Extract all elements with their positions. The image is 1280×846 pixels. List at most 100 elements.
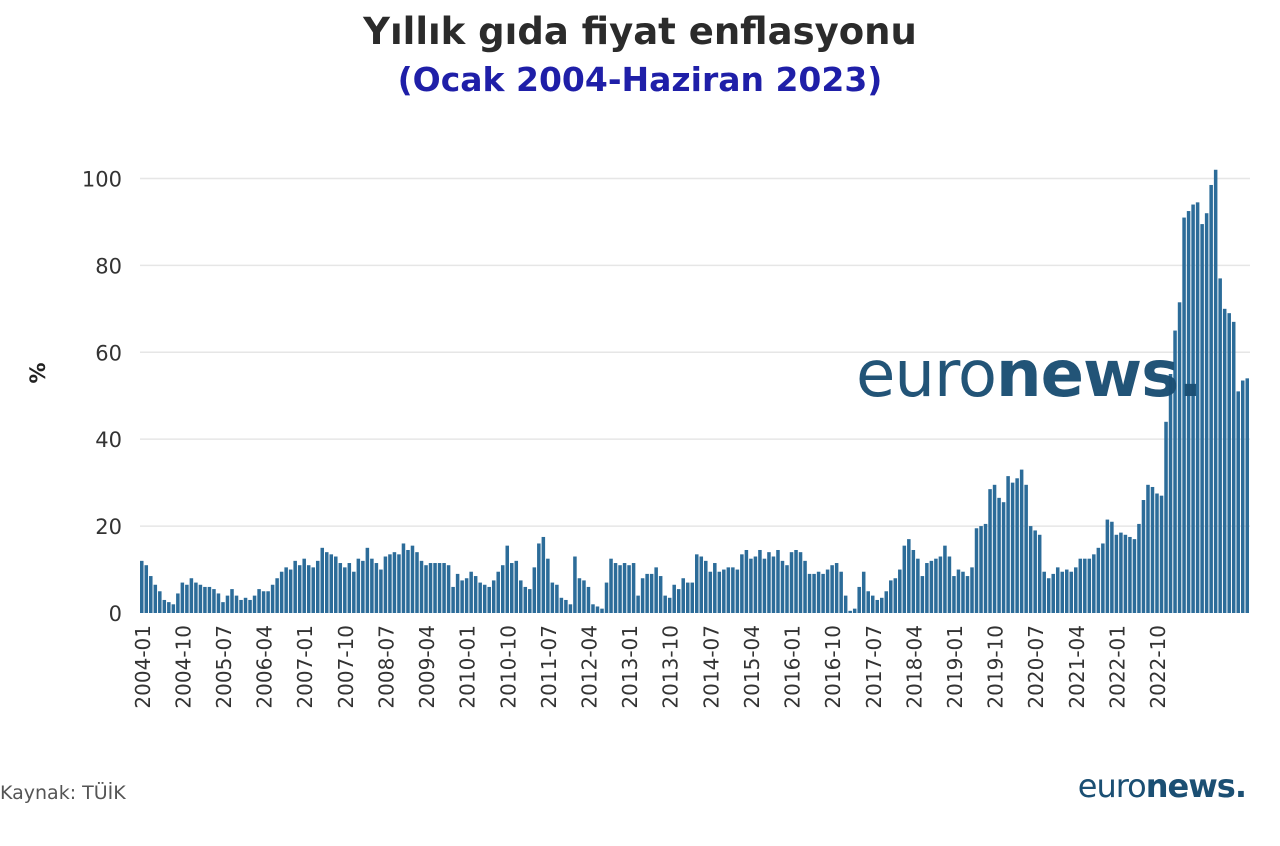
bar <box>907 539 911 613</box>
bar <box>140 560 144 613</box>
bar <box>1227 313 1231 613</box>
bar <box>153 584 158 613</box>
logo-part-news: news <box>996 338 1179 412</box>
bar <box>699 556 704 613</box>
bar <box>866 591 870 613</box>
logo-part-euro: euro <box>856 338 997 412</box>
bar <box>482 584 487 613</box>
bar <box>658 576 663 613</box>
euronews-footer-logo: euronews. <box>1077 767 1247 805</box>
bar <box>1159 495 1164 613</box>
bar <box>631 563 636 613</box>
bar <box>1240 380 1245 613</box>
bar <box>970 567 974 613</box>
bar <box>505 545 510 613</box>
bar <box>500 565 505 613</box>
x-tick-label: 2016-10 <box>821 625 845 709</box>
x-tick-label: 2007-01 <box>293 625 317 709</box>
bar <box>586 586 591 613</box>
bar <box>207 586 212 613</box>
x-tick-label: 2007-10 <box>334 625 358 709</box>
bar <box>1195 202 1200 613</box>
bar <box>352 571 356 613</box>
bar <box>1051 573 1055 613</box>
bar <box>185 584 189 613</box>
bar <box>789 552 794 613</box>
bar <box>573 556 577 613</box>
bar <box>704 560 708 613</box>
bar <box>753 556 758 613</box>
bar <box>1110 521 1114 613</box>
bar <box>1128 536 1132 613</box>
bar <box>293 560 297 613</box>
bar <box>180 582 185 613</box>
bar <box>1074 567 1078 613</box>
bar <box>559 597 564 613</box>
bar <box>947 556 952 613</box>
bar <box>392 552 397 613</box>
bar <box>848 610 852 613</box>
bar <box>1019 469 1024 613</box>
bar <box>708 571 713 613</box>
bar <box>383 556 388 613</box>
x-tick-label: 2012-04 <box>578 625 602 709</box>
bar <box>1024 484 1028 613</box>
bar <box>167 602 171 613</box>
bar <box>672 584 676 613</box>
bar <box>275 578 279 613</box>
bar <box>491 580 496 613</box>
bar <box>591 604 595 613</box>
bar <box>162 599 167 613</box>
footer-logo-part-euro: euro <box>1077 767 1147 805</box>
bar <box>988 489 992 613</box>
bar <box>622 563 627 613</box>
bar <box>419 560 424 613</box>
bar <box>1218 278 1222 613</box>
bar <box>934 558 938 613</box>
bar <box>902 545 907 613</box>
bar <box>875 599 880 613</box>
bar <box>1006 476 1010 613</box>
bar <box>767 552 771 613</box>
bar <box>834 563 839 613</box>
bar <box>880 597 884 613</box>
x-tick-label: 2010-01 <box>456 625 480 709</box>
bar <box>361 560 365 613</box>
bar <box>473 576 478 613</box>
bar <box>546 558 550 613</box>
bar <box>1123 534 1128 613</box>
bar <box>541 536 546 613</box>
bars <box>140 169 1250 614</box>
bar <box>857 586 861 613</box>
y-axis-label: % <box>26 362 50 383</box>
bar <box>1114 534 1119 613</box>
bar <box>952 576 956 613</box>
x-tick-label: 2017-07 <box>862 625 886 709</box>
bar <box>807 573 812 613</box>
bar <box>320 547 325 613</box>
bar <box>1191 204 1195 613</box>
bar <box>722 569 726 613</box>
bar <box>776 549 780 613</box>
bar <box>464 578 469 613</box>
bar <box>555 584 559 613</box>
bar <box>1083 558 1087 613</box>
x-tick-label: 2004-10 <box>171 625 195 709</box>
x-tick-label: 2014-07 <box>699 625 723 709</box>
x-tick-label: 2018-04 <box>902 625 926 709</box>
bar <box>523 586 528 613</box>
x-tick-label: 2020-07 <box>1024 625 1048 709</box>
bar <box>433 563 437 613</box>
bar <box>794 549 798 613</box>
bar <box>198 584 203 613</box>
bar <box>284 567 288 613</box>
bar <box>744 549 749 613</box>
bar <box>961 571 965 613</box>
bar <box>676 589 681 613</box>
bar <box>654 567 658 613</box>
bar <box>1101 543 1105 613</box>
bar <box>1096 547 1101 613</box>
bar <box>347 563 352 613</box>
bar <box>334 556 338 613</box>
